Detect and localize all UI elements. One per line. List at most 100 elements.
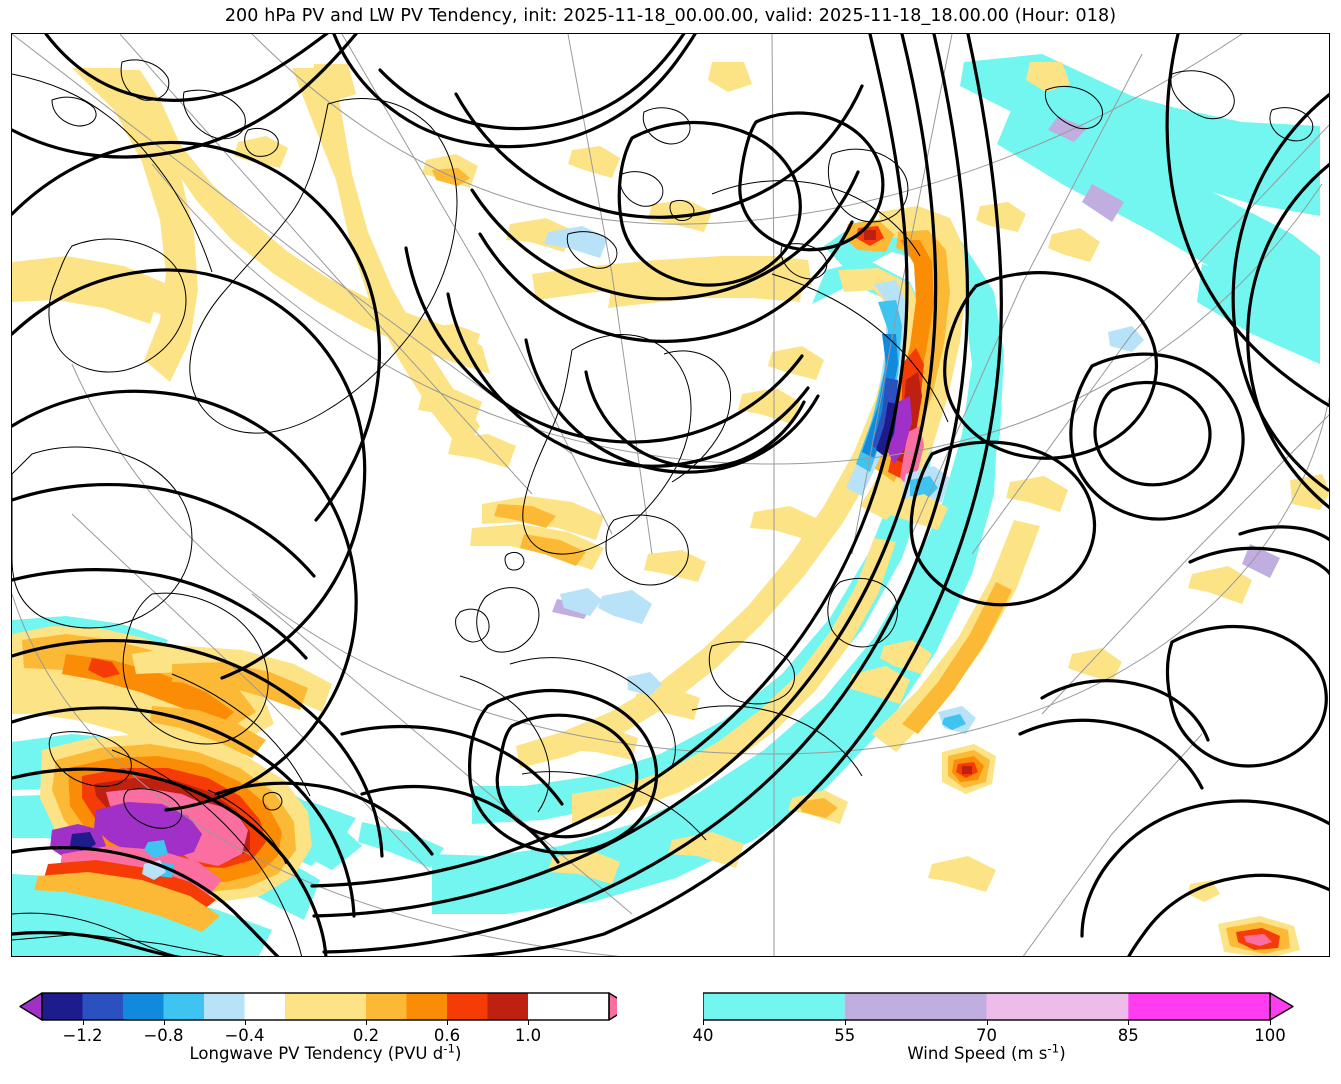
colorbar-wind-speed[interactable]: 40 55 70 85 100 Wind Speed (m s-1) xyxy=(693,992,1294,1063)
colorbar-wind-speed-swatches xyxy=(703,992,1294,1021)
meridian-2 xyxy=(119,34,533,495)
pv-contour-7 xyxy=(378,34,686,131)
colorbar-tick-label: 0.2 xyxy=(352,1026,380,1045)
tend-neg-patch-g xyxy=(627,672,662,696)
pv-contour-46 xyxy=(909,440,1097,607)
tend-pos-ul2 xyxy=(12,272,158,324)
colorbar-tick-mark xyxy=(244,1020,246,1025)
colorbar-tick-label: 1.0 xyxy=(514,1026,542,1045)
cb-wind-label-text: Wind Speed (m s xyxy=(907,1044,1048,1063)
tend-streak-deeporange xyxy=(884,240,934,442)
tend-sw-purple-neg xyxy=(94,802,202,860)
tend-patch-x xyxy=(928,856,996,892)
coast-svalbard xyxy=(642,107,691,145)
pv-contour-5 xyxy=(12,389,358,812)
colorbar-tick-mark xyxy=(366,1020,368,1025)
coast-hudson xyxy=(12,446,193,629)
tend-pos-se-band3 xyxy=(872,520,1040,752)
pv-contour-23 xyxy=(1093,380,1212,487)
pv-contour-14 xyxy=(584,370,806,469)
colorbar-pv-tendency[interactable]: −1.2 −0.8 −0.4 0.2 0.6 1.0 Longwave PV Tenden… xyxy=(19,992,617,1063)
tend-neg-patch-a xyxy=(544,226,608,258)
colorbar-tick-label: 70 xyxy=(976,1026,997,1045)
colorbar-segment xyxy=(163,993,204,1020)
map-plot-area[interactable] xyxy=(11,33,1330,957)
pv-contour-27 xyxy=(1040,679,1210,742)
pv-contour-21 xyxy=(1165,34,1329,408)
colorbar-tick-mark xyxy=(447,1020,449,1025)
pv-contour-35 xyxy=(12,568,308,660)
wind-band-ne xyxy=(960,54,1320,216)
colorbar-tick-label: −0.8 xyxy=(143,1026,184,1045)
pv-contour-18 xyxy=(447,34,1003,956)
coast-us-border xyxy=(12,933,225,956)
cb-pv-label-tail: ) xyxy=(455,1044,462,1063)
pv-contour-17 xyxy=(322,34,970,954)
pv-contour-29 xyxy=(1080,799,1329,938)
coast-black-sea xyxy=(708,641,795,705)
pv-contour-layer xyxy=(12,34,1329,956)
lat-circle-3 xyxy=(71,363,1329,755)
cb-pv-label-exponent: -1 xyxy=(443,1041,456,1056)
tend-pos-nw2 xyxy=(292,68,480,454)
coast-misc-1 xyxy=(566,231,618,269)
colorbar-tick-label: 55 xyxy=(834,1026,856,1045)
pv-contour-38 xyxy=(360,784,560,864)
coast-misc-5 xyxy=(1170,70,1235,120)
pv-contour-1 xyxy=(44,34,329,102)
pv-contour-33 xyxy=(12,767,328,956)
colorbar-pv-tendency-swatches xyxy=(19,992,617,1021)
pv-contour-24 xyxy=(1238,525,1329,542)
coast-greatlakes-1 xyxy=(48,731,132,787)
tend-pos-ml-orange3 xyxy=(172,662,308,710)
tend-patch-z xyxy=(568,146,620,178)
tend-pos-se-band xyxy=(516,268,924,768)
colorbar-tick-mark xyxy=(528,1020,530,1025)
coast-canada-arctic xyxy=(12,73,213,273)
tend-patch-k xyxy=(976,202,1026,232)
colorbar-segment xyxy=(123,993,164,1020)
wind-band-ne-4 xyxy=(1197,264,1320,364)
coast-europe-mainland xyxy=(509,657,676,767)
coast-caspian xyxy=(827,578,898,648)
colorbar-segment xyxy=(844,993,987,1020)
pv-contour-40 xyxy=(214,781,434,856)
tend-patch-v xyxy=(668,832,744,868)
colorbar-pv-tendency-label: Longwave PV Tendency (PVU d-1) xyxy=(42,1041,609,1063)
pv-contour-44 xyxy=(738,111,885,252)
lat-circle-4 xyxy=(12,593,621,956)
tend-patch-t xyxy=(848,666,910,704)
colorbar-tick-label: 100 xyxy=(1254,1026,1286,1045)
meridian-6 xyxy=(851,34,953,555)
pv-contour-45 xyxy=(943,271,1159,460)
tend-hot-spot-e5 xyxy=(962,766,972,774)
colorbar-segment xyxy=(42,993,83,1020)
figure-title: 200 hPa PV and LW PV Tendency, init: 202… xyxy=(224,6,1117,26)
coast-medit xyxy=(521,771,707,841)
cb-pv-label-text: Longwave PV Tendency (PVU d xyxy=(189,1044,444,1063)
colorbar-segment xyxy=(447,993,488,1020)
colorbar-segment xyxy=(285,993,366,1020)
pv-contour-22 xyxy=(1069,352,1245,521)
colorbar-segment xyxy=(406,993,447,1020)
coast-russia-arctic xyxy=(711,180,921,257)
colorbar-tick-label: 40 xyxy=(692,1026,714,1045)
tend-patch-ac xyxy=(1026,62,1070,92)
meridian-7 xyxy=(911,53,1143,535)
coast-britain xyxy=(476,587,540,653)
pv-contour-12 xyxy=(446,292,810,468)
wind-band-55-70-c xyxy=(1242,544,1280,578)
wind-patch-ml2 xyxy=(358,822,444,868)
pv-contour-8 xyxy=(454,84,864,219)
colorbar-tick-label: −1.2 xyxy=(62,1026,103,1045)
colorbar-tick-label: 85 xyxy=(1117,1026,1139,1045)
coast-iceland xyxy=(244,127,279,157)
tend-streak-blue5 xyxy=(876,402,898,456)
colorbar-tick-mark xyxy=(1128,1020,1130,1025)
meridian-12 xyxy=(1022,733,1203,956)
colorbar-wind-speed-label: Wind Speed (m s-1) xyxy=(703,1043,1270,1063)
tend-patch-o xyxy=(432,168,470,186)
tend-streak-purple xyxy=(888,396,912,464)
coast-faroe xyxy=(504,551,525,571)
colorbar-segment xyxy=(1128,993,1270,1020)
